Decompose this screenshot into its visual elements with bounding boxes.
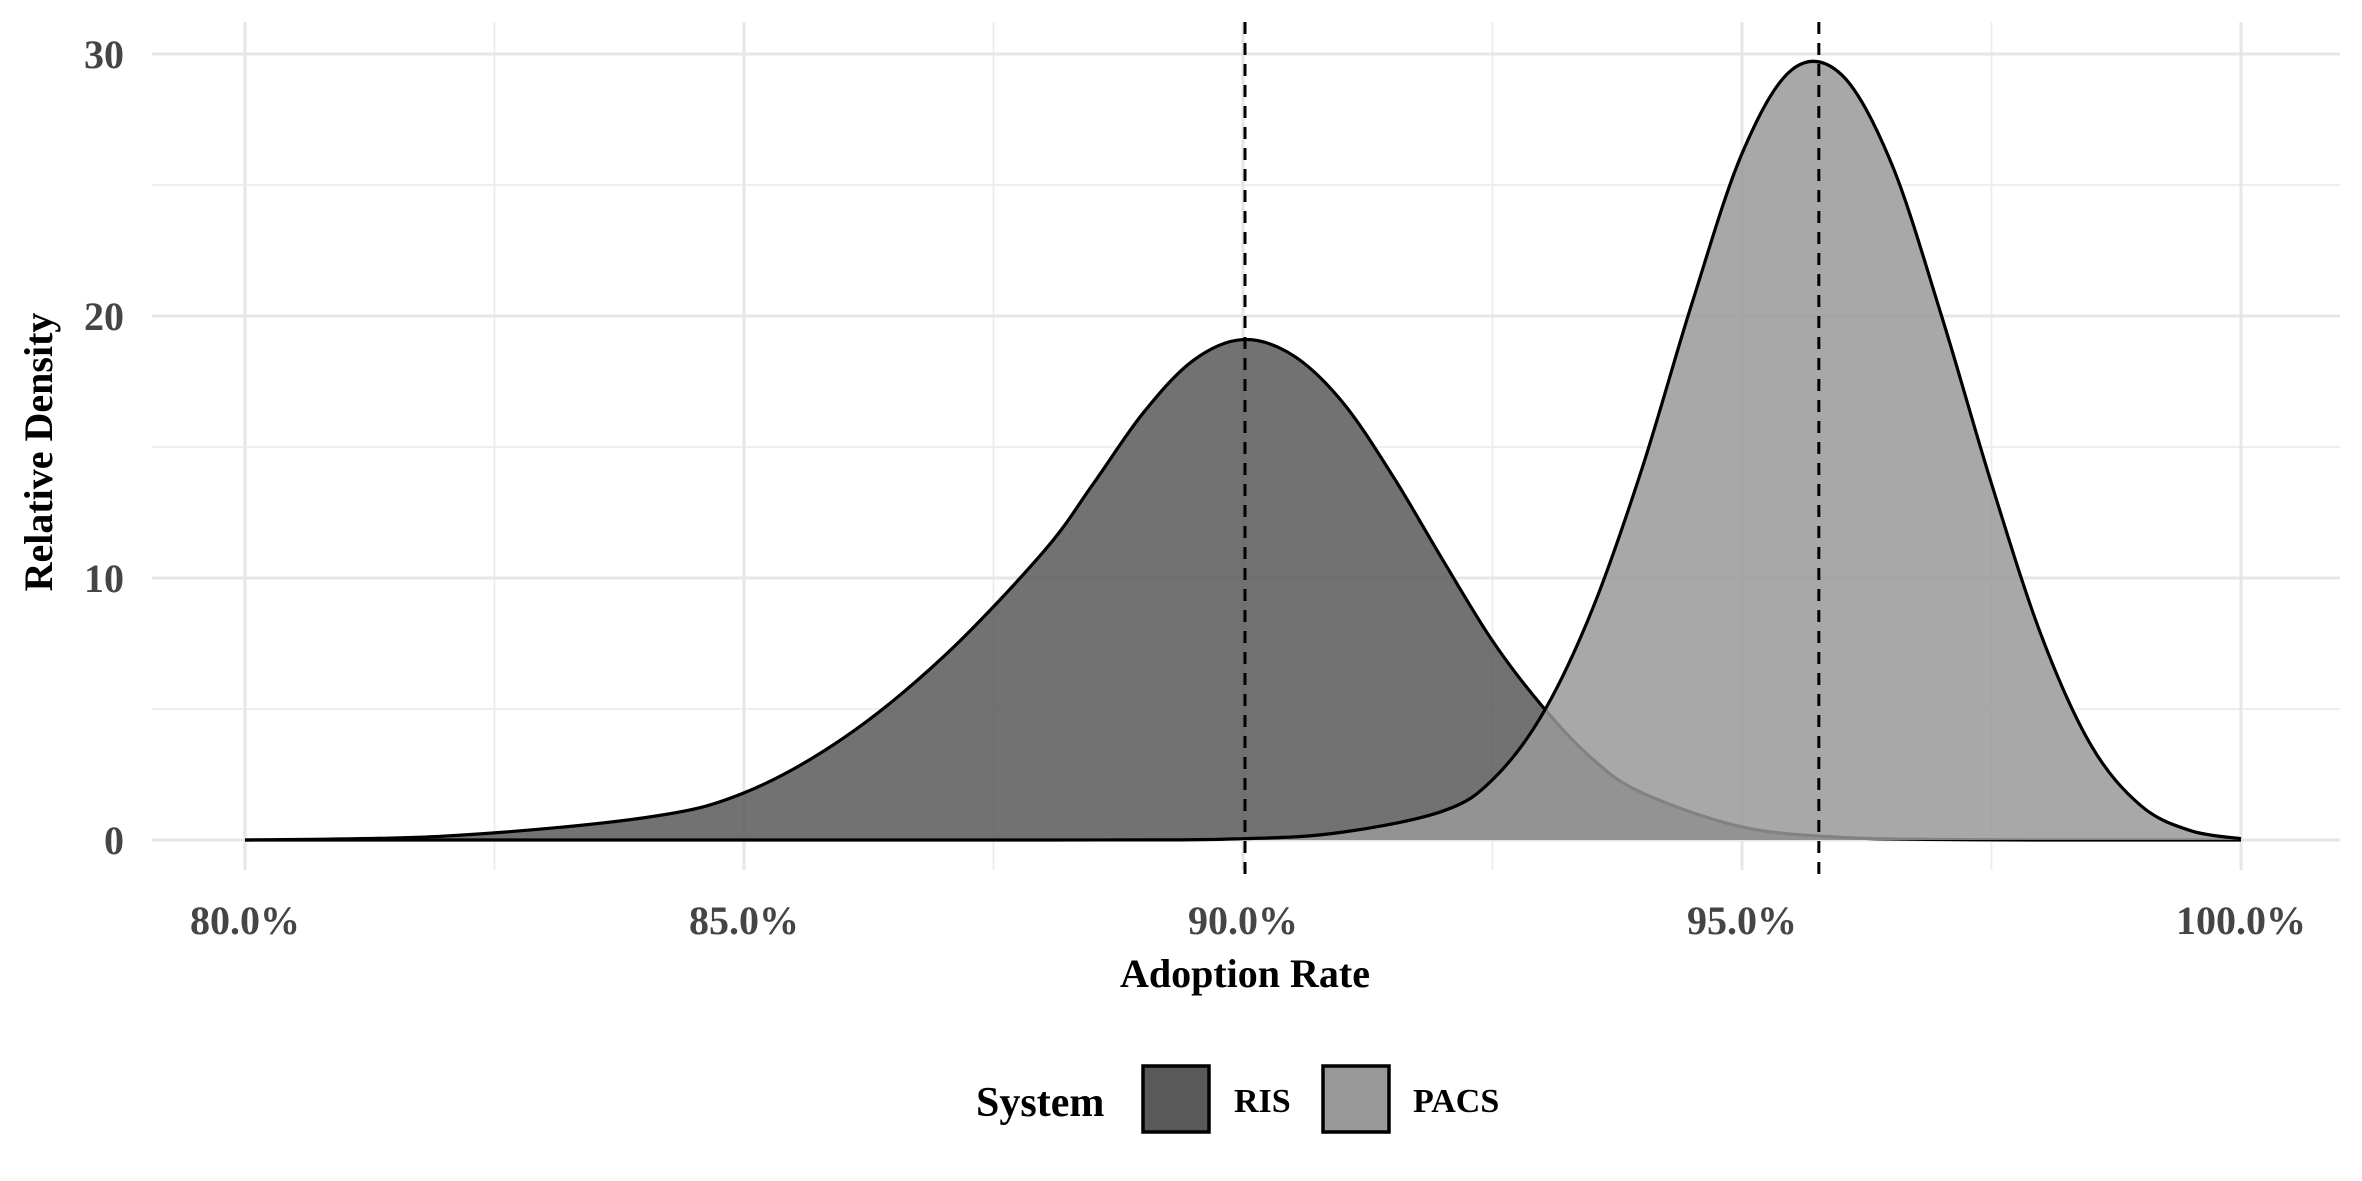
y-axis-title: Relative Density (16, 313, 61, 592)
density-area-pacs (245, 61, 2241, 841)
y-tick-label: 10 (84, 556, 124, 601)
x-tick-label: 85.0% (689, 898, 799, 943)
legend-items: RIS PACS (1141, 1064, 1499, 1134)
y-axis-ticks: 0 10 20 30 (84, 32, 124, 863)
legend: System RIS PACS (976, 1064, 1499, 1134)
legend-title: System (976, 1080, 1104, 1126)
legend-label-ris: RIS (1234, 1083, 1291, 1120)
x-tick-label: 80.0% (190, 898, 300, 943)
y-tick-label: 20 (84, 294, 124, 339)
legend-key-pacs (1321, 1064, 1391, 1134)
x-tick-label: 100.0% (2176, 898, 2306, 943)
legend-key-ris (1141, 1064, 1211, 1134)
x-tick-label: 90.0% (1188, 898, 1298, 943)
legend-label-pacs: PACS (1413, 1083, 1499, 1120)
y-tick-label: 0 (104, 818, 124, 863)
x-axis-title: Adoption Rate (1120, 951, 1370, 996)
y-tick-label: 30 (84, 32, 124, 77)
x-axis-ticks: 80.0% 85.0% 90.0% 95.0% 100.0% (190, 898, 2306, 943)
mean-lines (1243, 22, 1821, 880)
x-tick-label: 95.0% (1687, 898, 1797, 943)
density-line-pacs (244, 59, 2242, 842)
density-areas (244, 59, 2242, 842)
density-area-ris (245, 339, 2241, 840)
